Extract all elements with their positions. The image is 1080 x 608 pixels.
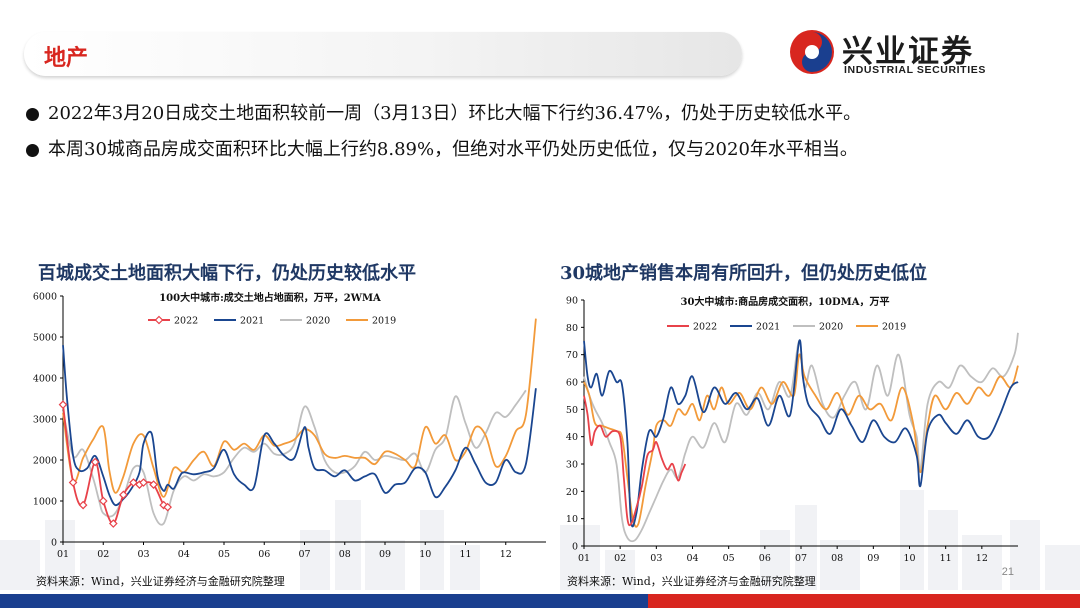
chart-source-sales: 资料来源：Wind，兴业证券经济与金融研究院整理 bbox=[567, 575, 816, 588]
header-banner bbox=[24, 32, 742, 76]
data-point-2022 bbox=[68, 478, 78, 487]
x-tick-label: 01 bbox=[578, 553, 590, 564]
x-tick-label: 09 bbox=[867, 553, 879, 564]
x-tick-label: 07 bbox=[795, 553, 807, 564]
x-tick-label: 02 bbox=[97, 549, 109, 560]
chart-subtitle: 30大中城市:商品房成交面积，10DMA，万平 bbox=[680, 295, 889, 308]
logo-subtitle: INDUSTRIAL SECURITIES bbox=[844, 64, 986, 76]
chart-title-sales: 30城地产销售本周有所回升，但仍处历史低位 bbox=[560, 263, 928, 284]
series-line-2020 bbox=[583, 332, 1019, 543]
data-point-2022 bbox=[139, 478, 148, 487]
data-point-2022 bbox=[98, 496, 108, 506]
x-tick-label: 01 bbox=[57, 549, 69, 560]
x-tick-label: 05 bbox=[218, 549, 230, 560]
x-tick-label: 04 bbox=[178, 549, 190, 560]
footer-bar bbox=[0, 594, 1080, 608]
x-tick-label: 06 bbox=[258, 549, 270, 560]
swirl-logo-icon bbox=[790, 30, 834, 74]
y-tick-label: 10 bbox=[566, 514, 578, 525]
legend-label-2019: 2019 bbox=[882, 322, 906, 333]
x-tick-label: 04 bbox=[686, 553, 698, 564]
x-tick-label: 06 bbox=[759, 553, 771, 564]
y-tick-label: 70 bbox=[566, 350, 578, 361]
y-tick-label: 30 bbox=[566, 460, 578, 471]
x-tick-label: 03 bbox=[650, 553, 662, 564]
y-tick-label: 4000 bbox=[33, 374, 57, 385]
y-tick-label: 80 bbox=[566, 323, 578, 334]
land-area-chart: 0 1000 2000 3000 4000 5000 6000 01 02 03 04 05 06 07 0… bbox=[33, 291, 546, 560]
bullet-dot-icon bbox=[26, 108, 39, 121]
y-tick-label: 3000 bbox=[33, 415, 57, 426]
y-tick-label: 5000 bbox=[33, 333, 57, 344]
x-tick-label: 08 bbox=[339, 549, 351, 560]
chart-legend: 2022 2021 2020 2019 bbox=[148, 316, 396, 327]
data-point-2022 bbox=[90, 457, 100, 467]
series-line-2019 bbox=[583, 353, 1019, 528]
legend-label-2020: 2020 bbox=[819, 322, 843, 333]
company-logo: 兴业证券 INDUSTRIAL SECURITIES bbox=[788, 28, 1003, 78]
y-tick-label: 90 bbox=[566, 296, 578, 307]
bullet-item: 本周30城商品房成交面积环比大幅上行约8.89%，但绝对水平仍处历史低位，仅与2… bbox=[26, 132, 1066, 168]
y-tick-label: 0 bbox=[51, 538, 57, 549]
x-tick-label: 05 bbox=[723, 553, 735, 564]
legend-marker-2022 bbox=[154, 315, 164, 325]
x-tick-label: 03 bbox=[137, 549, 149, 560]
x-tick-label: 02 bbox=[614, 553, 626, 564]
data-point-2022 bbox=[108, 519, 118, 528]
y-tick-label: 40 bbox=[566, 432, 578, 443]
legend-label-2022: 2022 bbox=[693, 322, 717, 333]
x-tick-label: 12 bbox=[976, 553, 988, 564]
x-tick-label: 07 bbox=[298, 549, 310, 560]
bullet-item: 2022年3月20日成交土地面积较前一周（3月13日）环比大幅下行约36.47%… bbox=[26, 96, 1066, 132]
y-tick-label: 50 bbox=[566, 405, 578, 416]
series-line-2019 bbox=[62, 318, 537, 498]
series-line-2021 bbox=[583, 339, 1019, 528]
x-tick-label: 11 bbox=[940, 553, 952, 564]
y-tick-label: 20 bbox=[566, 487, 578, 498]
page-number: 21 bbox=[1001, 566, 1014, 578]
x-tick-label: 10 bbox=[419, 549, 431, 560]
chart-source-land: 资料来源：Wind，兴业证券经济与金融研究院整理 bbox=[36, 575, 285, 588]
data-point-2022 bbox=[119, 490, 128, 500]
data-point-2022 bbox=[129, 478, 138, 487]
series-line-2022 bbox=[583, 395, 687, 527]
bullet-list: 2022年3月20日成交土地面积较前一周（3月13日）环比大幅下行约36.47%… bbox=[26, 96, 1066, 168]
bullet-text: 2022年3月20日成交土地面积较前一周（3月13日）环比大幅下行约36.47%… bbox=[48, 103, 862, 124]
chart-subtitle: 100大中城市:成交土地占地面积，万平，2WMA bbox=[159, 291, 381, 304]
y-tick-label: 2000 bbox=[33, 456, 57, 467]
section-title: 地产 bbox=[44, 45, 89, 71]
legend-label-2022: 2022 bbox=[174, 316, 198, 327]
bullet-dot-icon bbox=[26, 144, 39, 157]
legend-label-2020: 2020 bbox=[306, 316, 330, 327]
x-tick-label: 08 bbox=[831, 553, 843, 564]
series-line-2020 bbox=[62, 389, 527, 526]
legend-label-2021: 2021 bbox=[240, 316, 264, 327]
chart-title-land: 百城成交土地面积大幅下行，仍处历史较低水平 bbox=[38, 263, 416, 284]
x-tick-label: 10 bbox=[903, 553, 915, 564]
y-tick-label: 0 bbox=[572, 542, 578, 553]
data-point-2022 bbox=[58, 400, 68, 409]
chart-legend: 2022 2021 2020 2019 bbox=[667, 322, 906, 333]
sales-area-chart: 0 10 20 30 40 50 60 70 80 90 01 02 03 04 05 06 07 08 09 10 1… bbox=[566, 295, 1019, 564]
y-tick-label: 6000 bbox=[33, 292, 57, 303]
data-point-2022 bbox=[149, 480, 158, 489]
y-tick-label: 60 bbox=[566, 378, 578, 389]
legend-label-2019: 2019 bbox=[372, 316, 396, 327]
legend-label-2021: 2021 bbox=[756, 322, 780, 333]
bullet-text: 本周30城商品房成交面积环比大幅上行约8.89%，但绝对水平仍处历史低位，仅与2… bbox=[48, 139, 858, 160]
x-tick-label: 11 bbox=[459, 549, 471, 560]
x-tick-label: 09 bbox=[379, 549, 391, 560]
y-tick-label: 1000 bbox=[33, 497, 57, 508]
logo-name: 兴业证券 bbox=[842, 34, 974, 70]
data-point-2022 bbox=[78, 500, 88, 510]
x-tick-label: 12 bbox=[500, 549, 512, 560]
data-point-2022 bbox=[163, 502, 172, 512]
